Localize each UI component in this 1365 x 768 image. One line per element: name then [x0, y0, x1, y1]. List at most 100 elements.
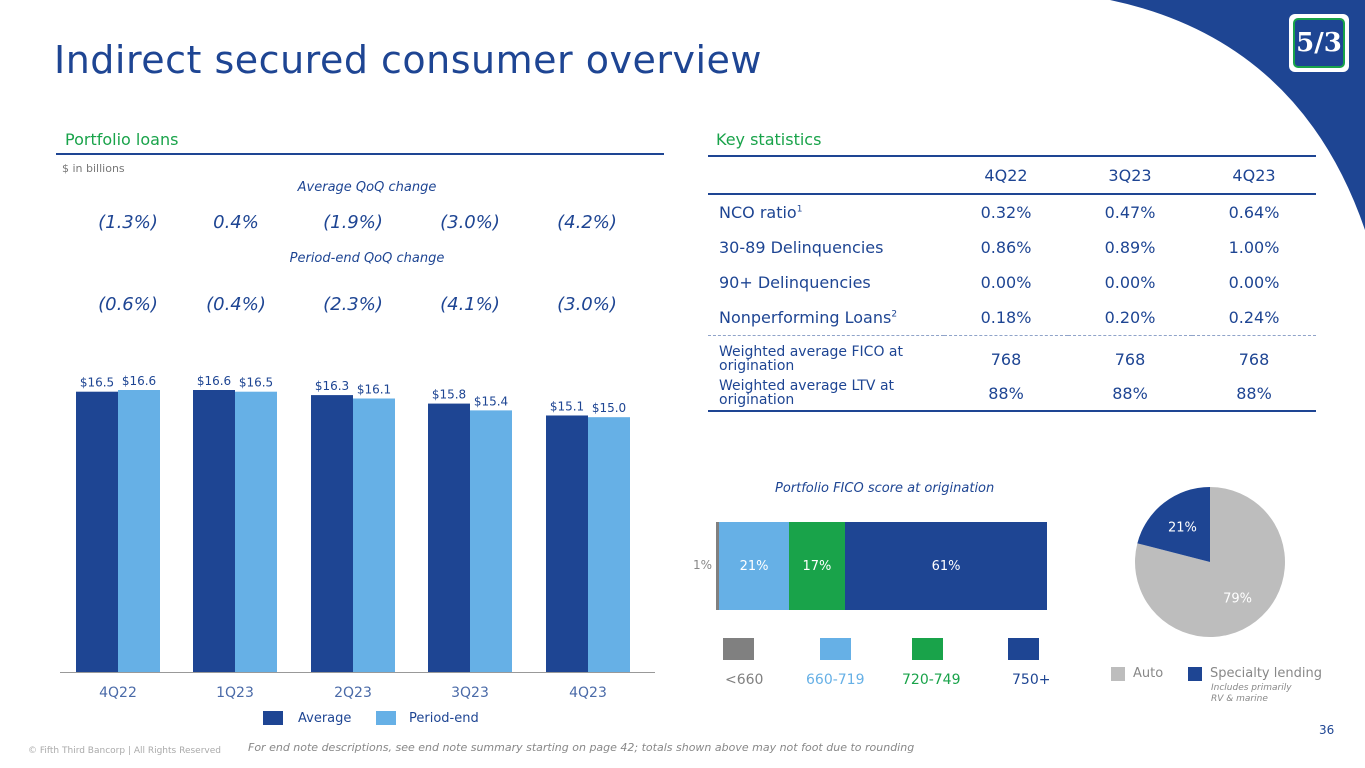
- x-tick-label: 3Q23: [451, 685, 489, 701]
- fico-legend-label: 750+: [1012, 672, 1051, 688]
- data-label: $16.6: [197, 374, 231, 388]
- fico-chart-title: Portfolio FICO score at origination: [775, 481, 995, 496]
- row-label: Weighted average FICO at: [719, 344, 903, 360]
- legend-average-swatch: [263, 711, 283, 725]
- table-cell: 768: [990, 349, 1022, 369]
- key-statistics-table: 4Q22 3Q23 4Q23 NCO ratio1 0.32% 0.47% 0.…: [708, 155, 1316, 412]
- table-cell: 88%: [944, 376, 1068, 412]
- avg-qoq-label: Average QoQ change: [297, 180, 437, 195]
- table-cell: 0.18%: [980, 308, 1032, 327]
- bar-period-end-2Q23: [353, 398, 395, 672]
- x-tick-label: 1Q23: [216, 685, 254, 701]
- data-label: $16.5: [239, 376, 273, 390]
- column-header: 4Q23: [1192, 155, 1316, 195]
- page-title: Indirect secured consumer overview: [54, 38, 762, 82]
- data-label: $15.0: [592, 401, 626, 415]
- pie-slice-label: 79%: [1223, 592, 1252, 607]
- segment-label: 17%: [802, 558, 832, 574]
- row-label: NCO ratio: [719, 203, 797, 222]
- table-cell: 768: [1114, 349, 1146, 369]
- table-cell: 0.89%: [1104, 238, 1156, 257]
- fico-legend-label: 720-749: [902, 672, 961, 688]
- avg-qoq-value: (1.9%): [323, 212, 383, 233]
- row-label: Weighted average LTV at: [719, 378, 895, 394]
- data-label: $15.4: [474, 394, 508, 408]
- dashed-divider: [708, 335, 1316, 342]
- data-label: $16.1: [357, 382, 391, 396]
- data-label: $16.5: [80, 376, 114, 390]
- pe-qoq-value: (3.0%): [557, 294, 617, 315]
- table-cell: 0.24%: [1228, 308, 1280, 327]
- pe-qoq-label: Period-end QoQ change: [289, 251, 445, 266]
- table-row: 30-89 Delinquencies 0.86% 0.89% 1.00%: [708, 230, 1316, 265]
- avg-qoq-value: 0.4%: [213, 212, 259, 233]
- column-header: 3Q23: [1068, 155, 1192, 195]
- page-number: 36: [1319, 723, 1335, 737]
- table-cell: 0.86%: [980, 238, 1032, 257]
- portfolio-heading-rule: [56, 153, 664, 155]
- fico-segment-<660: [716, 522, 720, 610]
- row-label: 30-89 Delinquencies: [719, 238, 884, 257]
- pie-slice-specialty-lending: [1137, 487, 1210, 562]
- legend-note-line: Includes primarily: [1211, 683, 1292, 693]
- legend-specialty-swatch: [1188, 667, 1202, 681]
- fico-legend-label: <660: [725, 672, 764, 688]
- segment-label: 21%: [739, 558, 769, 574]
- bar-average-2Q23: [311, 395, 353, 672]
- bar-average-4Q22: [76, 391, 118, 672]
- legend-specialty-label: Specialty lending: [1210, 666, 1322, 681]
- table-cell: 88%: [1068, 376, 1192, 412]
- row-label: 90+ Delinquencies: [719, 273, 871, 292]
- fico-legend-swatch: [912, 638, 943, 660]
- table-cell: 1.00%: [1228, 238, 1280, 257]
- fifth-third-logo: 5/3: [1289, 14, 1349, 72]
- x-tick-label: 4Q22: [99, 685, 137, 701]
- key-statistics-heading: Key statistics: [716, 130, 822, 149]
- footer-note: For end note descriptions, see end note …: [248, 741, 915, 754]
- table-cell: 0.20%: [1104, 308, 1156, 327]
- segment-label: 61%: [931, 558, 961, 574]
- table-cell: 0.47%: [1104, 203, 1156, 222]
- row-label-line2: origination: [719, 392, 795, 408]
- pe-qoq-value: (0.6%): [98, 294, 158, 315]
- table-row: NCO ratio1 0.32% 0.47% 0.64%: [708, 194, 1316, 230]
- bar-period-end-4Q22: [118, 390, 160, 672]
- fico-legend-swatch: [723, 638, 754, 660]
- legend-period-end-swatch: [376, 711, 396, 725]
- legend-auto-swatch: [1111, 667, 1125, 681]
- pe-qoq-value: (0.4%): [206, 294, 266, 315]
- table-cell: 0.00%: [980, 273, 1032, 292]
- pe-qoq-value: (4.1%): [440, 294, 500, 315]
- fico-legend-label: 660-719: [806, 672, 865, 688]
- bar-average-3Q23: [428, 403, 470, 672]
- data-label: $16.6: [122, 374, 156, 388]
- bar-average-4Q23: [546, 415, 588, 672]
- row-label: Nonperforming Loans: [719, 308, 892, 327]
- bar-period-end-4Q23: [588, 417, 630, 672]
- bar-period-end-3Q23: [470, 410, 512, 672]
- column-header: 4Q22: [944, 155, 1068, 195]
- table-row: 90+ Delinquencies 0.00% 0.00% 0.00%: [708, 265, 1316, 300]
- footer-copyright: © Fifth Third Bancorp | All Rights Reser…: [28, 746, 221, 756]
- portfolio-loans-heading: Portfolio loans: [65, 130, 179, 149]
- table-cell: 768: [1238, 349, 1270, 369]
- table-cell: 0.00%: [1228, 273, 1280, 292]
- data-label: $16.3: [315, 379, 349, 393]
- avg-qoq-value: (3.0%): [440, 212, 500, 233]
- table-cell: 0.32%: [980, 203, 1032, 222]
- table-cell: 0.00%: [1104, 273, 1156, 292]
- fico-segment-750+: 61%: [845, 522, 1047, 610]
- portfolio-mix-pie-chart: 79% 21%: [1135, 487, 1285, 637]
- legend-auto-label: Auto: [1133, 666, 1164, 681]
- legend-specialty-note: Includes primarily RV & marine: [1211, 683, 1292, 705]
- legend-note-line: RV & marine: [1211, 694, 1268, 704]
- x-tick-label: 2Q23: [334, 685, 372, 701]
- pie-slice-label: 21%: [1168, 520, 1197, 535]
- table-cell: 0.64%: [1228, 203, 1280, 222]
- legend-period-end-label: Period-end: [409, 711, 479, 726]
- table-row: Weighted average LTV at origination 88% 8…: [708, 376, 1316, 412]
- data-label: $15.1: [550, 399, 584, 413]
- table-header-row: 4Q22 3Q23 4Q23: [708, 155, 1316, 195]
- row-label-line2: origination: [719, 358, 795, 374]
- fico-segment-660-719: 21%: [719, 522, 789, 610]
